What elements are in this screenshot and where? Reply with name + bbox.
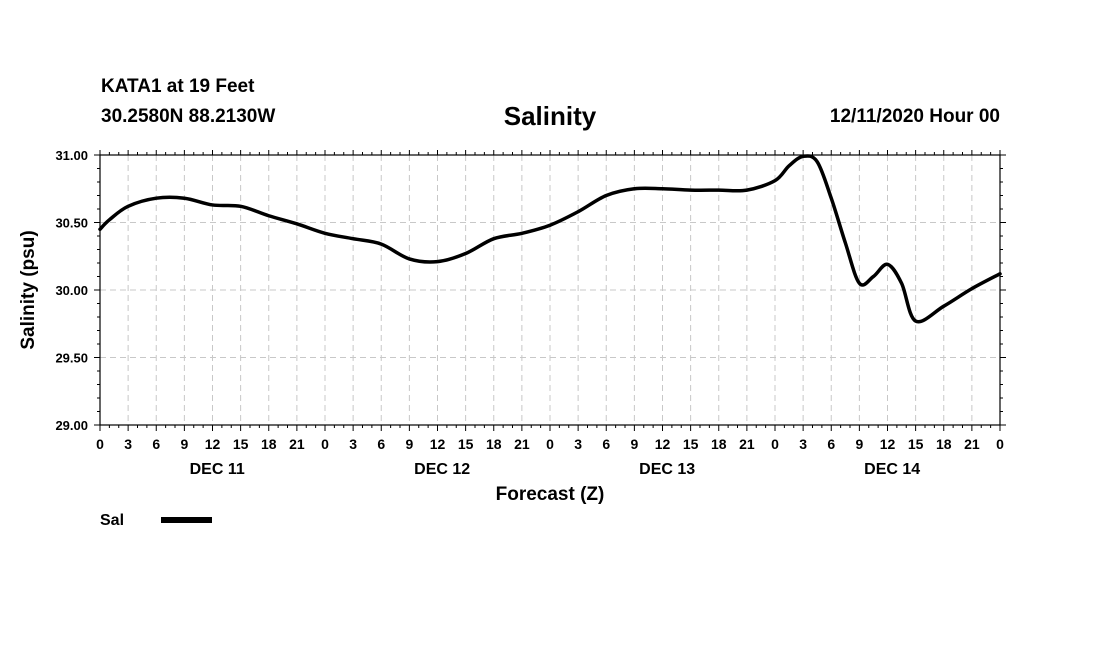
grid-lines bbox=[100, 155, 1000, 425]
day-label: DEC 11 bbox=[190, 461, 245, 478]
x-tick-label: 9 bbox=[180, 436, 188, 452]
x-tick-label: 21 bbox=[289, 436, 305, 452]
x-tick-label: 6 bbox=[827, 436, 835, 452]
station-coordinates: 30.2580N 88.2130W bbox=[101, 106, 276, 127]
x-tick-label: 0 bbox=[546, 436, 554, 452]
x-tick-label: 0 bbox=[771, 436, 779, 452]
y-tick-label: 31.00 bbox=[55, 148, 88, 163]
day-labels: DEC 11 DEC 12 DEC 13 DEC 14 bbox=[190, 461, 921, 478]
x-tick-label: 0 bbox=[996, 436, 1004, 452]
y-tick-label: 30.50 bbox=[55, 216, 88, 231]
day-label: DEC 12 bbox=[414, 461, 470, 478]
x-tick-label: 3 bbox=[349, 436, 357, 452]
x-tick-labels: 0 3 6 9 12 15 18 21 0 3 6 9 12 15 18 21 0 3 6 9 12 15 18 21 0 3 6 9… bbox=[96, 436, 1004, 452]
x-tick-label: 15 bbox=[458, 436, 474, 452]
x-tick-label: 21 bbox=[739, 436, 755, 452]
x-axis-label: Forecast (Z) bbox=[496, 484, 605, 505]
x-tick-label: 3 bbox=[574, 436, 582, 452]
x-tick-label: 18 bbox=[486, 436, 502, 452]
station-label: KATA1 at 19 Feet bbox=[101, 76, 255, 97]
x-tick-label: 15 bbox=[683, 436, 699, 452]
day-label: DEC 14 bbox=[864, 461, 920, 478]
x-tick-label: 0 bbox=[96, 436, 104, 452]
x-tick-label: 9 bbox=[405, 436, 413, 452]
x-tick-label: 9 bbox=[855, 436, 863, 452]
y-tick-labels: 29.00 29.50 30.00 30.50 31.00 bbox=[55, 148, 88, 433]
x-tick-label: 0 bbox=[321, 436, 329, 452]
x-tick-label: 12 bbox=[205, 436, 221, 452]
x-tick-label: 18 bbox=[711, 436, 727, 452]
forecast-run-time: 12/11/2020 Hour 00 bbox=[829, 106, 1000, 127]
x-tick-label: 18 bbox=[936, 436, 952, 452]
chart-title: Salinity bbox=[503, 101, 597, 131]
x-tick-label: 3 bbox=[799, 436, 807, 452]
x-tick-label: 15 bbox=[233, 436, 249, 452]
x-tick-label: 9 bbox=[630, 436, 638, 452]
plot-frame bbox=[99, 154, 1001, 426]
x-tick-label: 12 bbox=[655, 436, 671, 452]
legend-label: Sal bbox=[100, 512, 124, 529]
y-tick-label: 29.00 bbox=[55, 418, 88, 433]
x-tick-label: 12 bbox=[430, 436, 446, 452]
y-axis-label: Salinity (psu) bbox=[18, 230, 39, 349]
x-tick-label: 15 bbox=[908, 436, 924, 452]
x-tick-label: 3 bbox=[124, 436, 132, 452]
series-line-sal bbox=[98, 154, 1002, 324]
x-tick-label: 6 bbox=[377, 436, 385, 452]
day-label: DEC 13 bbox=[639, 461, 695, 478]
x-tick-label: 21 bbox=[514, 436, 530, 452]
y-tick-label: 29.50 bbox=[55, 351, 88, 366]
x-tick-label: 6 bbox=[152, 436, 160, 452]
x-tick-label: 21 bbox=[964, 436, 980, 452]
x-tick-label: 12 bbox=[880, 436, 896, 452]
x-tick-label: 18 bbox=[261, 436, 277, 452]
y-tick-label: 30.00 bbox=[55, 283, 88, 298]
x-tick-label: 6 bbox=[602, 436, 610, 452]
